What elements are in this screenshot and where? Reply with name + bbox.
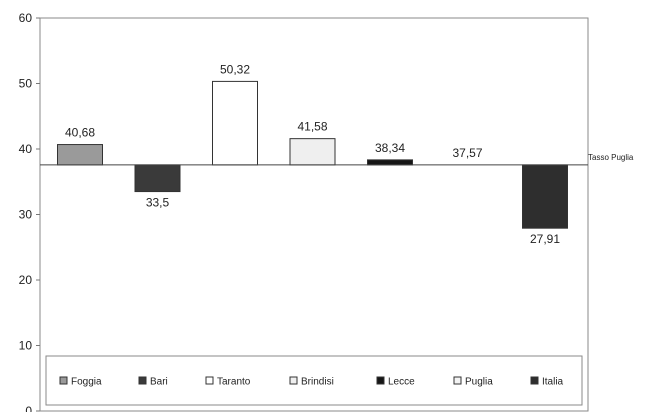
y-tick-label: 50 — [19, 77, 33, 91]
legend-swatch-puglia — [453, 376, 462, 385]
y-tick-label: 10 — [19, 339, 33, 353]
legend: Foggia Bari Taranto Brindisi Lecce Puglia Ital… — [45, 355, 583, 406]
y-tick-label: 40 — [19, 142, 33, 156]
legend-swatch-foggia — [59, 376, 68, 385]
legend-label-taranto: Taranto — [217, 377, 251, 388]
y-tick-label: 30 — [19, 208, 33, 222]
data-label-italia: 27,91 — [530, 232, 560, 246]
legend-swatch-brindisi — [289, 376, 298, 385]
y-axis: 0 10 20 30 40 50 60 — [19, 11, 40, 412]
data-label-lecce: 38,34 — [375, 141, 405, 155]
bar-lecce — [367, 159, 413, 166]
legend-label-brindisi: Brindisi — [301, 377, 334, 388]
legend-label-lecce: Lecce — [388, 377, 415, 388]
y-tick-label: 60 — [19, 11, 33, 25]
bar-bari — [134, 164, 181, 193]
legend-label-italia: Italia — [542, 377, 564, 388]
reference-line-group: Tasso Puglia — [40, 153, 634, 166]
y-tick-label: 20 — [19, 273, 33, 287]
legend-label-puglia: Puglia — [465, 377, 493, 388]
bar-foggia — [57, 144, 103, 166]
bar-taranto — [212, 80, 258, 166]
legend-label-bari: Bari — [150, 377, 168, 388]
data-label-taranto: 50,32 — [220, 62, 250, 76]
legend-swatch-italia — [530, 376, 539, 385]
data-label-brindisi: 41,58 — [297, 120, 327, 134]
data-label-puglia: 37,57 — [452, 146, 482, 160]
y-tick-label: 0 — [25, 404, 32, 412]
data-label-foggia: 40,68 — [65, 126, 95, 140]
data-label-bari: 33,5 — [146, 196, 170, 210]
legend-swatch-lecce — [376, 376, 385, 385]
legend-label-foggia: Foggia — [71, 377, 102, 388]
bar-italia — [522, 164, 568, 229]
bar-brindisi — [289, 138, 336, 166]
legend-swatch-bari — [138, 376, 147, 385]
data-labels: 40,68 33,5 50,32 41,58 38,34 37,57 27,91 — [65, 62, 560, 246]
legend-swatch-taranto — [205, 376, 214, 385]
reference-line-label: Tasso Puglia — [588, 153, 634, 162]
legend-box — [45, 355, 583, 406]
plot-area — [39, 17, 589, 412]
